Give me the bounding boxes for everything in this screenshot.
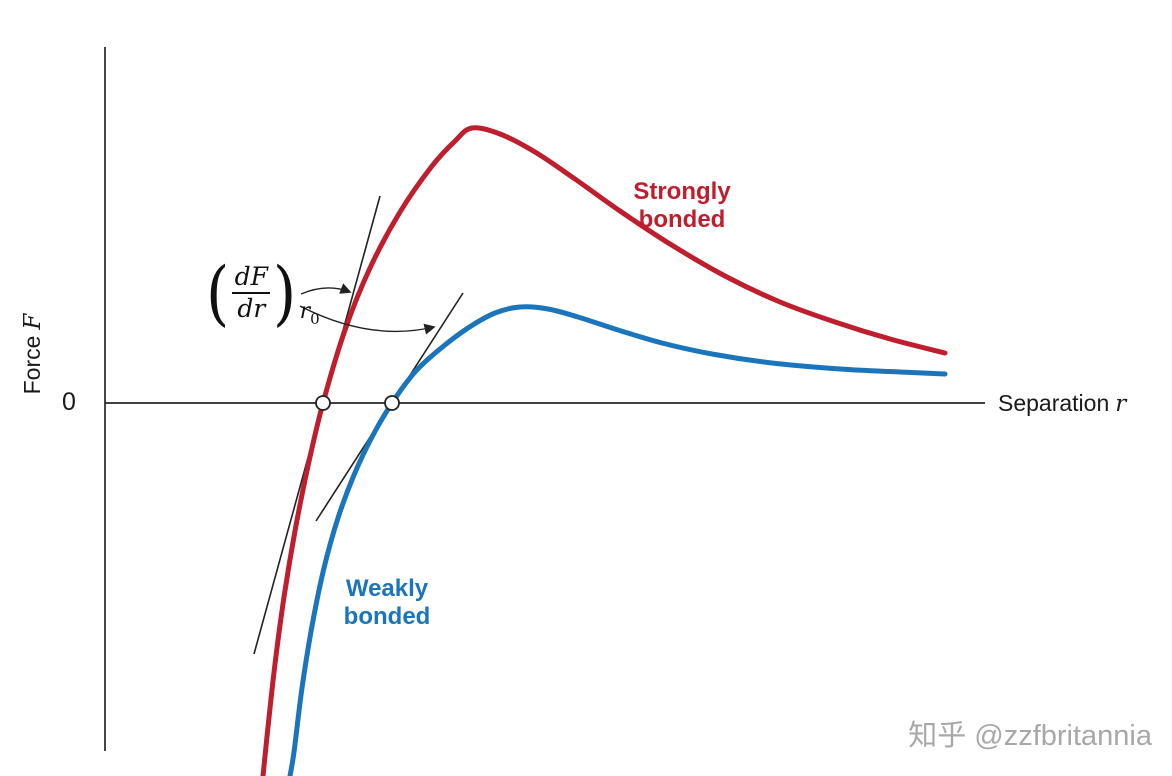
x-axis-label: Separation r xyxy=(998,390,1126,417)
y-axis-label-text: Force xyxy=(19,335,45,395)
subscript-variable: r xyxy=(299,299,311,324)
watermark: 知乎 @zzfbritannia xyxy=(908,720,1152,752)
fraction-numerator: dF xyxy=(234,261,268,291)
r0-marker-weakly-bonded xyxy=(384,395,400,411)
y-zero-label: 0 xyxy=(62,388,76,416)
derivative-annotation: ( dF dr ) r 0 xyxy=(204,258,320,328)
derivative-fraction: dF dr xyxy=(232,261,271,323)
x-axis-variable: r xyxy=(1115,391,1127,417)
force-curves xyxy=(260,125,948,776)
open-parenthesis: ( xyxy=(206,252,230,334)
series-label-strongly-bonded: Strongly bonded xyxy=(633,178,731,234)
x-axis-label-text: Separation xyxy=(998,390,1110,416)
y-axis-variable: F xyxy=(20,313,46,330)
zero-crossing-markers xyxy=(315,395,400,411)
curve-strongly-bonded xyxy=(260,125,948,776)
arrow-to-strong-tangent xyxy=(300,283,352,295)
fraction-denominator: dr xyxy=(237,294,266,323)
subscript-index: 0 xyxy=(310,310,320,328)
arrow-to-weak-tangent xyxy=(299,305,436,335)
close-parenthesis: ) xyxy=(273,252,297,334)
series-label-weakly-bonded: Weakly bonded xyxy=(343,575,431,631)
fraction-bar xyxy=(232,292,271,294)
r0-marker-strongly-bonded xyxy=(315,395,331,411)
annotation-arrows xyxy=(299,283,436,335)
curve-weakly-bonded xyxy=(287,304,948,776)
axes xyxy=(104,47,985,751)
subscript-r0: r 0 xyxy=(300,299,320,328)
y-axis-label: Force F xyxy=(19,295,47,413)
